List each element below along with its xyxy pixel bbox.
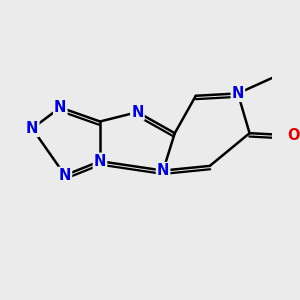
Text: N: N bbox=[59, 168, 71, 183]
Text: N: N bbox=[157, 163, 169, 178]
Text: O: O bbox=[288, 128, 300, 143]
Text: N: N bbox=[131, 105, 144, 120]
Text: N: N bbox=[54, 100, 67, 115]
Text: N: N bbox=[232, 86, 244, 101]
Text: N: N bbox=[26, 121, 38, 136]
Text: N: N bbox=[94, 154, 106, 169]
